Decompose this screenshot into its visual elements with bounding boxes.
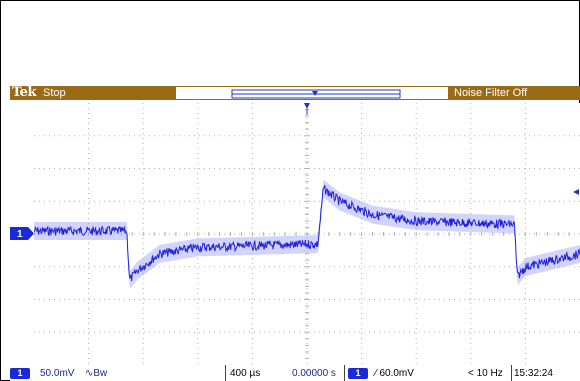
ch1-coupling: ∿Bw <box>85 368 108 379</box>
waveform-svg <box>34 103 580 365</box>
trigger-level[interactable]: ⁄ 60.0mV <box>375 368 414 379</box>
trigger-position-icon <box>304 103 310 109</box>
trigger-level-icon <box>573 189 579 195</box>
separator <box>344 365 345 381</box>
ch1-badge[interactable]: 1 <box>10 368 30 379</box>
trigger-source-badge[interactable]: 1 <box>348 368 368 379</box>
trigger-frequency: < 10 Hz <box>468 368 503 379</box>
record-view-strip[interactable] <box>176 87 448 99</box>
settings-bar: 1 50.0mV ∿Bw 400 µs 0.00000 s 1 ⁄ 60.0mV… <box>10 365 580 381</box>
clock: 15:32:24 <box>514 368 553 379</box>
ch1-ground-marker[interactable]: 1 <box>10 227 34 240</box>
graticule <box>34 103 580 365</box>
separator <box>511 365 512 381</box>
ch1-scale[interactable]: 50.0mV <box>40 368 75 379</box>
separator <box>225 365 226 381</box>
ch1-marker-label: 1 <box>17 229 23 240</box>
status-bar: Tek Stop Noise Filter Off <box>10 86 580 100</box>
waveform-display[interactable] <box>34 103 580 365</box>
trigger-position[interactable]: 0.00000 s <box>292 368 336 379</box>
noise-filter-status[interactable]: Noise Filter Off <box>454 87 528 99</box>
ch1-trace <box>34 185 580 282</box>
trigger-point-icon <box>312 91 318 96</box>
record-window-graphic <box>231 89 401 99</box>
timebase[interactable]: 400 µs <box>230 368 261 379</box>
tek-logo: Tek <box>12 85 36 100</box>
acquisition-state[interactable]: Stop <box>43 87 66 99</box>
